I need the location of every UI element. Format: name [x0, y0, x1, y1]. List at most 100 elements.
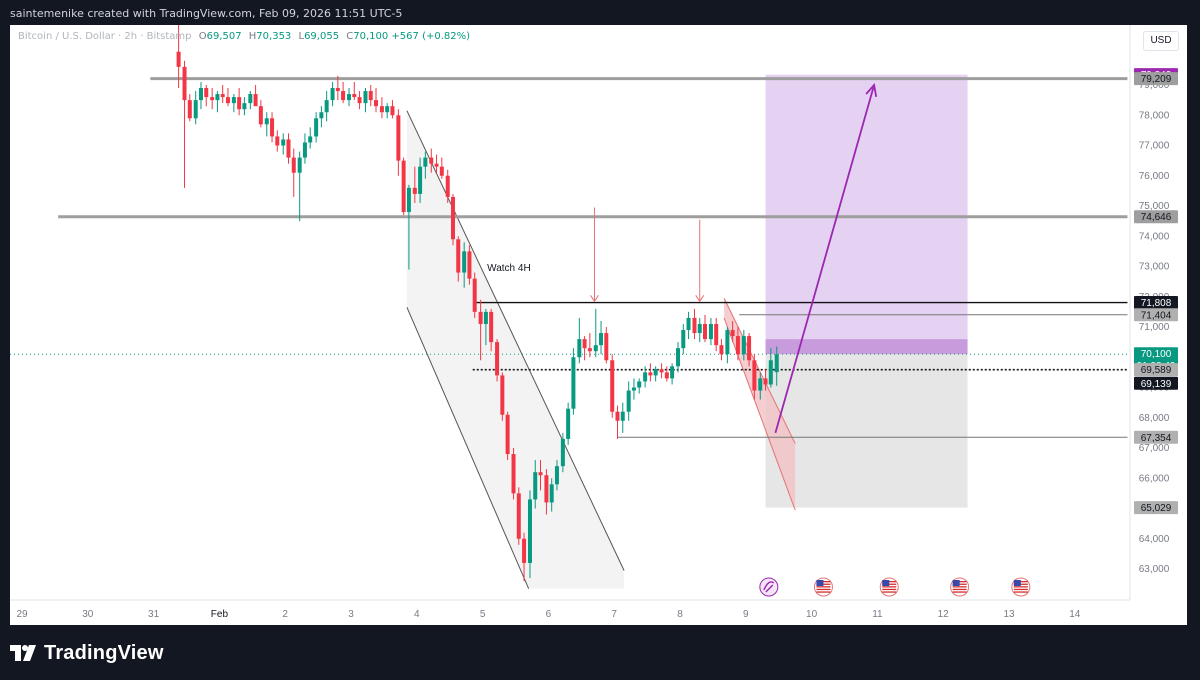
price-tag-bg — [1134, 376, 1178, 390]
channel-upper-line — [406, 110, 625, 571]
candle-body — [198, 88, 203, 101]
candle-body — [495, 342, 500, 376]
candle-body — [620, 411, 625, 421]
x-tick-label: 29 — [16, 609, 28, 620]
price-tag-label: 79,209 — [1141, 74, 1172, 85]
symbol-legend[interactable]: Bitcoin / U.S. Dollar · 2h · Bitstamp O6… — [18, 31, 470, 42]
x-tick-label: 7 — [611, 609, 617, 620]
currency-button[interactable]: USD — [1143, 31, 1179, 51]
falling-channel-fill — [406, 110, 625, 589]
x-tick-label: 4 — [414, 609, 420, 620]
us-flag-icon — [950, 577, 970, 597]
price-tag-label: 70,100 — [1141, 349, 1172, 360]
candle-body — [302, 142, 307, 158]
wedge-upper-line — [723, 298, 796, 444]
low-value: 69,055 — [304, 31, 340, 42]
candle-body — [505, 414, 510, 455]
candle-body — [456, 239, 461, 273]
y-tick-label: 75,000 — [1139, 201, 1170, 212]
close-value: 70,100 — [353, 31, 389, 42]
entry-zone — [765, 339, 968, 355]
candle-body — [341, 91, 346, 101]
x-tick-label: 6 — [546, 609, 552, 620]
candle-body — [747, 336, 752, 361]
candle-body — [193, 100, 198, 119]
y-tick-label: 66,000 — [1139, 473, 1170, 484]
candle-body — [681, 330, 686, 349]
high-value: 70,353 — [256, 31, 292, 42]
candle-body — [242, 103, 247, 110]
candle-body — [637, 381, 642, 388]
price-tag-label: 71,808 — [1141, 298, 1172, 309]
candle-body — [774, 354, 779, 373]
candle-body — [648, 372, 653, 376]
channel-lower-line — [406, 307, 530, 589]
tradingview-logo-icon — [10, 645, 36, 661]
candle-body — [281, 139, 286, 146]
x-tick-label: 8 — [677, 609, 683, 620]
x-tick-label: 5 — [480, 609, 486, 620]
candle-body — [330, 88, 335, 101]
chart-panel[interactable]: Watch 4H63,00064,00065,00066,00067,00068… — [10, 25, 1187, 625]
x-tick-label: Feb — [211, 609, 229, 620]
candle-body — [631, 387, 636, 391]
candle-body — [401, 160, 406, 213]
x-tick-label: 2 — [282, 609, 288, 620]
candle-body — [182, 66, 187, 101]
candlestick-chart[interactable]: Watch 4H63,00064,00065,00066,00067,00068… — [10, 25, 1187, 625]
candle-body — [347, 94, 352, 101]
candle-body — [664, 372, 669, 379]
candle-body — [308, 136, 313, 143]
candle-body — [571, 357, 576, 409]
candle-body — [237, 97, 242, 110]
footer-branding: TradingView — [10, 636, 164, 670]
change-value: +567 (+0.82%) — [391, 31, 471, 42]
candle-body — [258, 106, 263, 125]
open-value: 69,507 — [206, 31, 242, 42]
candle-body — [450, 196, 455, 240]
price-tag-bg — [1134, 363, 1178, 377]
candle-body — [511, 454, 516, 494]
symbol-name: Bitcoin / U.S. Dollar · 2h · Bitstamp — [18, 31, 192, 42]
candle-body — [467, 251, 472, 279]
y-tick-label: 63,000 — [1139, 564, 1170, 575]
candle-body — [297, 157, 302, 173]
candle-body — [593, 345, 598, 352]
candle-body — [489, 311, 494, 343]
us-flag-icon — [879, 577, 899, 597]
candle-body — [204, 88, 209, 98]
candle-body — [439, 166, 444, 176]
candle-body — [719, 345, 724, 355]
x-tick-label: 12 — [938, 609, 950, 620]
annotation-arrow-head — [695, 295, 705, 303]
y-tick-label: 71,000 — [1139, 322, 1170, 333]
y-tick-label: 64,000 — [1139, 534, 1170, 545]
candle-body — [516, 493, 521, 539]
low-label: L — [298, 31, 305, 42]
candle-body — [462, 251, 467, 273]
candle-body — [527, 499, 532, 563]
y-tick-label: 79,000 — [1139, 80, 1170, 91]
candle-body — [522, 538, 527, 563]
x-tick-label: 3 — [348, 609, 354, 620]
projection-arrow-shaft — [774, 84, 875, 434]
y-tick-label: 78,000 — [1139, 110, 1170, 121]
candle-body — [412, 187, 417, 194]
price-tag-label: 71,404 — [1141, 310, 1172, 321]
price-tag-bg — [1134, 210, 1178, 224]
candle-body — [560, 438, 565, 467]
candle-body — [385, 106, 390, 113]
candle-body — [708, 323, 713, 340]
projection-arrow-head — [865, 83, 878, 97]
candle-body — [352, 94, 357, 98]
candle-body — [735, 336, 740, 355]
x-tick-label: 31 — [148, 609, 160, 620]
candle-body — [418, 166, 423, 194]
candle-body — [434, 163, 439, 167]
candle-body — [215, 94, 220, 101]
candle-body — [357, 97, 362, 104]
x-tick-label: 11 — [872, 609, 883, 620]
price-tag-bg — [1134, 308, 1178, 322]
candle-body — [577, 339, 582, 358]
